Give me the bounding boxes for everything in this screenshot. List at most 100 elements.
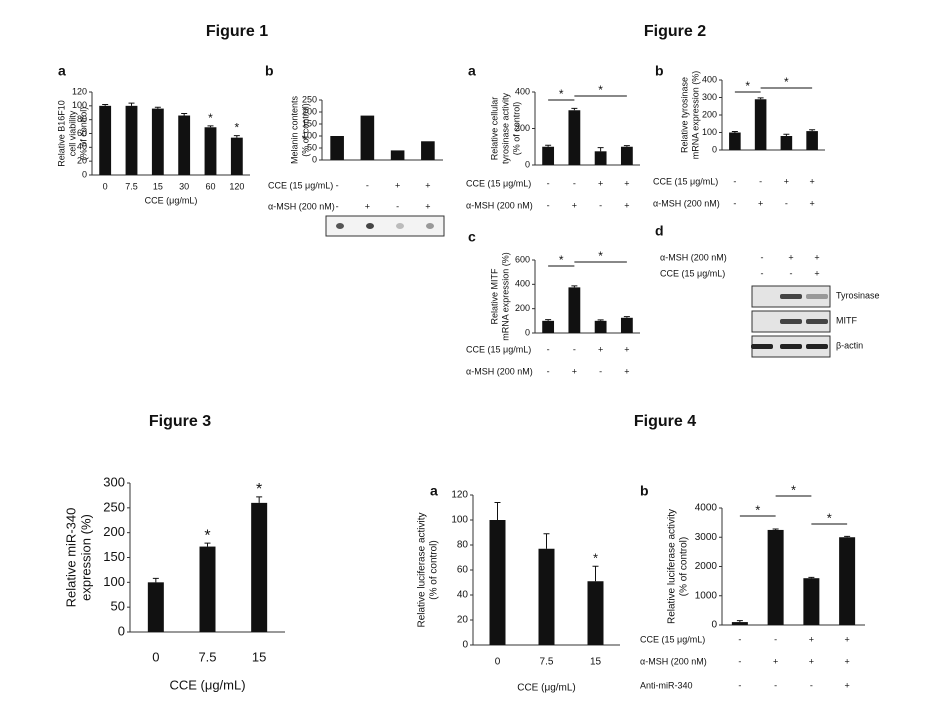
significance-star: *: [598, 249, 603, 263]
melanin-blot: [325, 215, 445, 237]
y-axis-label: (% of control): [429, 540, 440, 599]
y-tick-label: 0: [525, 159, 530, 169]
condition-sign: +: [624, 178, 629, 188]
condition-sign: +: [809, 634, 814, 644]
condition-sign: +: [758, 198, 763, 208]
bar: [230, 137, 243, 175]
bar: [729, 132, 741, 150]
bar: [178, 115, 191, 175]
condition-label: α-MSH (200 nM): [653, 198, 720, 208]
bar: [360, 115, 375, 160]
condition-sign: +: [773, 656, 778, 666]
condition-sign: -: [547, 344, 550, 354]
y-axis-label: tyrosinase activity: [500, 92, 510, 164]
bar: [587, 581, 604, 645]
y-tick-label: 300: [103, 474, 125, 489]
figure-title: Figure 1: [206, 23, 268, 40]
bar: [390, 150, 405, 160]
y-tick-label: 400: [515, 86, 530, 96]
blot-spot: [426, 223, 434, 229]
bar: [803, 578, 820, 625]
condition-label: CCE (15 μg/mL): [466, 344, 531, 354]
y-tick-label: 2000: [695, 561, 718, 572]
significance-star: *: [559, 87, 564, 101]
blot-spot: [396, 223, 404, 229]
bar: [147, 582, 164, 632]
x-axis-label: CCE (μg/mL): [517, 683, 576, 694]
condition-sign: -: [573, 178, 576, 188]
y-tick-label: 20: [77, 156, 87, 166]
condition-sign: +: [425, 201, 430, 211]
condition-sign: -: [396, 201, 399, 211]
condition-label: CCE (15 μg/mL): [653, 176, 718, 186]
significance-star: *: [791, 482, 796, 497]
y-axis-label: Relative B16F10: [56, 100, 66, 167]
bar: [204, 127, 217, 175]
y-tick-label: 400: [702, 74, 717, 84]
y-tick-label: 400: [515, 279, 530, 289]
significance-star: *: [598, 83, 603, 97]
error-bar: [128, 102, 135, 106]
y-tick-label: 4000: [695, 503, 718, 514]
y-tick-label: 80: [77, 114, 87, 124]
x-tick-label: 7.5: [198, 649, 216, 664]
x-tick-label: 7.5: [125, 181, 138, 191]
error-bar: [494, 502, 501, 520]
x-tick-label: 7.5: [540, 657, 554, 668]
condition-sign: -: [774, 634, 777, 644]
y-tick-label: 200: [103, 524, 125, 539]
significance-star: *: [204, 527, 210, 544]
y-axis-label: mRNA expression (%): [500, 252, 510, 341]
error-bar: [809, 129, 816, 132]
condition-sign: +: [624, 366, 629, 376]
significance-star: *: [745, 79, 750, 93]
y-tick-label: 250: [302, 94, 317, 104]
blot-band: [751, 344, 773, 349]
panel-letter: c: [468, 229, 476, 245]
condition-sign: -: [738, 656, 741, 666]
y-tick-label: 150: [302, 118, 317, 128]
condition-sign: +: [809, 176, 814, 186]
y-tick-label: 60: [457, 565, 469, 576]
error-bar: [623, 145, 630, 147]
error-bar: [545, 144, 552, 147]
y-axis-label: Relative tyrosinase: [679, 77, 689, 153]
condition-sign: +: [395, 180, 400, 190]
condition-sign: +: [425, 180, 430, 190]
bar: [806, 131, 818, 150]
band-label: β-actin: [836, 340, 863, 350]
condition-label: α-MSH (200 nM): [640, 656, 707, 666]
error-bar: [623, 316, 630, 318]
y-tick-label: 100: [451, 515, 468, 526]
band-label: MITF: [836, 315, 857, 325]
blot-spot: [366, 223, 374, 229]
condition-label: CCE (15 μg/mL): [268, 180, 333, 190]
condition-sign: -: [738, 680, 741, 690]
bar: [568, 110, 581, 165]
error-bar: [597, 147, 604, 152]
figure-title: Figure 2: [644, 23, 706, 40]
bar: [754, 99, 767, 150]
bar: [538, 548, 555, 645]
condition-sign: -: [761, 268, 764, 278]
x-tick-label: 120: [229, 181, 244, 191]
bar: [151, 108, 164, 175]
condition-sign: +: [844, 634, 849, 644]
condition-sign: +: [598, 344, 603, 354]
x-tick-label: 15: [590, 657, 602, 668]
condition-sign: -: [774, 680, 777, 690]
bar: [568, 287, 581, 333]
y-tick-label: 300: [702, 92, 717, 102]
blot-band: [780, 319, 802, 324]
y-axis-label: (% of control): [679, 537, 690, 596]
condition-sign: -: [733, 176, 736, 186]
y-tick-label: 3000: [695, 532, 718, 543]
error-bar: [207, 125, 214, 128]
condition-sign: +: [365, 201, 370, 211]
condition-label: α-MSH (200 nM): [466, 366, 533, 376]
y-axis-label: Relative luciferase activity: [667, 509, 678, 624]
y-tick-label: 0: [462, 640, 468, 651]
condition-sign: -: [547, 200, 550, 210]
condition-label: CCE (15 μg/mL): [466, 178, 531, 188]
bar: [594, 320, 607, 333]
